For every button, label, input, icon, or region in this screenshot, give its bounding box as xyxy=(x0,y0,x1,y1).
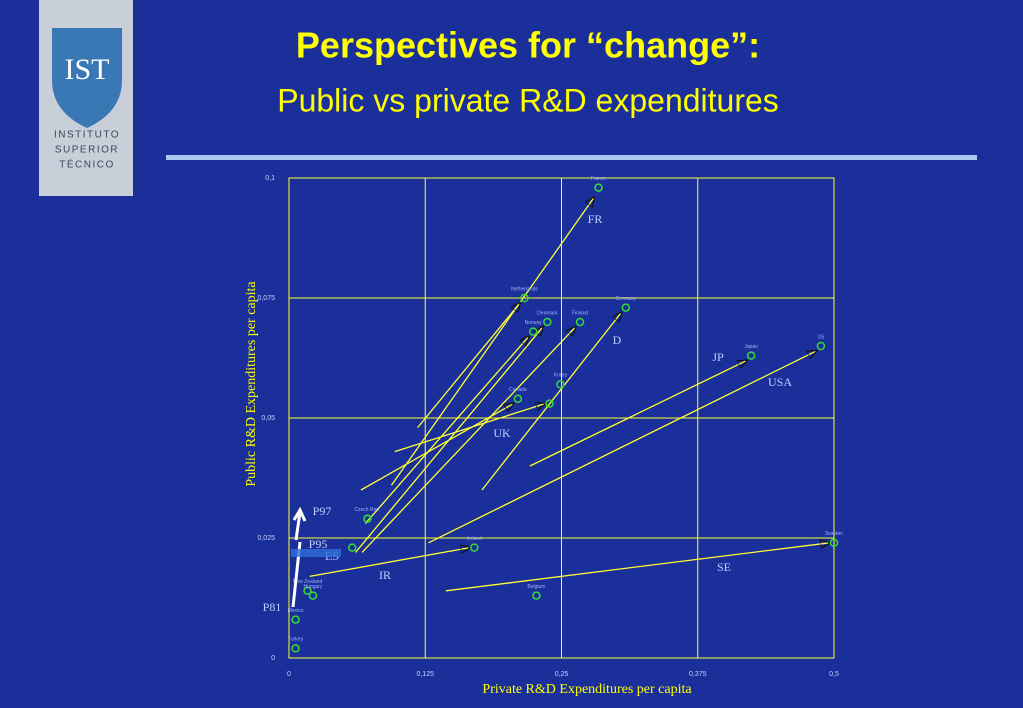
point xyxy=(528,327,538,336)
point-label: Denmark xyxy=(537,310,558,316)
logo-shield xyxy=(52,28,122,128)
y-axis-label: Public R&D Expenditures per capita xyxy=(244,281,259,487)
point-label: Belgium xyxy=(527,584,545,590)
point xyxy=(308,591,318,600)
x-tick-label: 0,375 xyxy=(689,671,707,678)
y-tick-label: 0,075 xyxy=(257,295,275,302)
divider xyxy=(166,155,977,160)
point xyxy=(816,341,826,351)
annotation: P81 xyxy=(263,600,282,614)
y-tick-label: 0 xyxy=(271,655,275,662)
point xyxy=(621,303,631,312)
point-label: Mexico xyxy=(288,608,304,614)
point xyxy=(303,586,312,596)
title: Perspectives for “change”: xyxy=(296,25,760,66)
trend-arrow xyxy=(428,351,817,544)
trend-arrow xyxy=(390,197,594,486)
trend-arrow xyxy=(360,404,514,491)
point xyxy=(543,317,552,327)
point-label: France xyxy=(591,176,607,182)
point-label: New Zealand xyxy=(293,579,323,585)
x-tick-label: 0,25 xyxy=(555,671,569,678)
annotation: FR xyxy=(588,212,603,226)
point-label: Germany xyxy=(616,296,637,302)
annotation: IR xyxy=(379,568,391,582)
point-label: Hungary xyxy=(304,584,323,590)
point xyxy=(594,183,603,192)
point-label: Netherlands xyxy=(511,286,538,292)
point xyxy=(520,293,529,303)
trend-arrow xyxy=(364,336,529,525)
y-tick-label: 0,1 xyxy=(265,175,275,182)
point xyxy=(363,514,372,524)
point-label: Ireland xyxy=(467,536,483,542)
point xyxy=(291,615,300,624)
point-label: Finland xyxy=(572,310,589,316)
point xyxy=(575,317,585,327)
point xyxy=(746,351,756,360)
annotation: P95 xyxy=(309,537,328,551)
period-arrow xyxy=(292,506,307,541)
annotation: P97 xyxy=(313,504,332,518)
annotation: UK xyxy=(493,426,511,440)
point-label: Japan xyxy=(744,344,758,350)
point xyxy=(347,543,357,552)
point xyxy=(829,538,839,548)
point xyxy=(513,394,523,404)
logo-text: TÉCNICO xyxy=(59,158,115,171)
logo-text: INSTITUTO xyxy=(54,130,120,141)
point xyxy=(470,543,479,552)
annotation: D xyxy=(613,333,622,347)
point-label: US xyxy=(817,334,825,340)
logo-mark: IST xyxy=(65,53,110,86)
x-tick-label: 0,125 xyxy=(416,671,434,678)
point-label: Canada xyxy=(509,387,527,393)
trend-arrow xyxy=(361,327,576,553)
annotation: USA xyxy=(768,375,792,389)
trend-arrow xyxy=(309,548,470,578)
subtitle: Public vs private R&D expenditures xyxy=(277,82,779,118)
point xyxy=(545,399,554,408)
point-label: Czech Rep. xyxy=(354,507,380,513)
trend-arrow xyxy=(529,360,747,467)
point-label: Sweden xyxy=(825,531,843,537)
trend-arrow xyxy=(394,404,545,453)
x-axis-label: Private R&D Expenditures per capita xyxy=(482,682,692,697)
point-label: Korea xyxy=(554,373,568,379)
highlight xyxy=(291,549,341,557)
point-label: Norway xyxy=(525,320,542,326)
point xyxy=(556,380,565,389)
trend-arrow xyxy=(417,303,520,429)
trend-arrow xyxy=(445,543,830,592)
x-tick-label: 0,5 xyxy=(829,671,839,678)
annotation: JP xyxy=(712,350,724,364)
point xyxy=(291,644,300,653)
y-tick-label: 0,05 xyxy=(261,415,275,422)
y-tick-label: 0,025 xyxy=(257,535,275,542)
point xyxy=(532,591,541,600)
x-tick-label: 0 xyxy=(287,671,291,678)
annotation: SE xyxy=(717,560,731,574)
logo-text: SUPERIOR xyxy=(55,145,119,156)
point-label: Turkey xyxy=(288,637,304,643)
